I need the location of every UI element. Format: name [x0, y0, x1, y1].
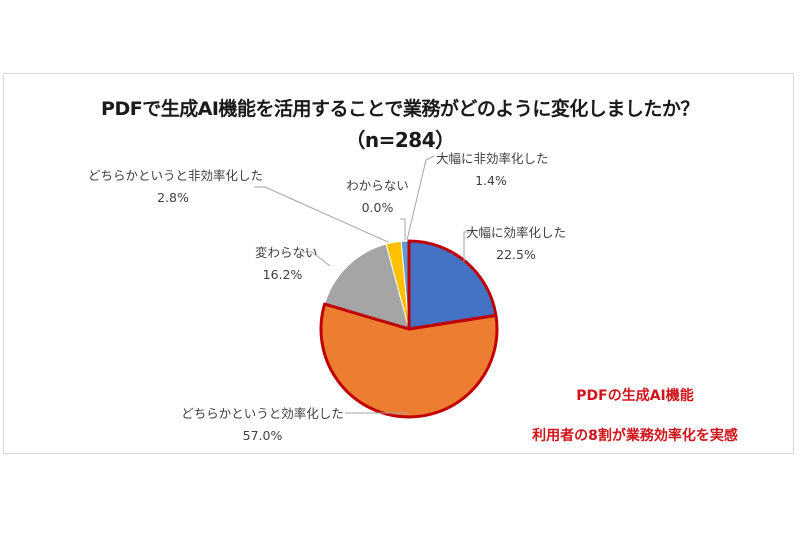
label-large-inefficient: 大幅に非効率化した 1.4%	[436, 151, 549, 188]
leader-line-no-change	[302, 251, 331, 267]
leader-line-large-inefficient	[406, 155, 435, 241]
chart-subtitle: （n=284）	[345, 128, 455, 152]
label-large-efficient: 大幅に効率化した 22.5%	[466, 225, 567, 262]
label-no-change: 変わらない 16.2%	[255, 245, 318, 282]
label-somewhat-inefficient: どちらかというと非効率化した 2.8%	[88, 168, 264, 205]
chart-title: PDFで生成AI機能を活用することで業務がどのように変化しましたか？	[101, 98, 699, 120]
leader-line-somewhat-inefficient	[254, 186, 389, 243]
leader-line-unknown	[400, 218, 406, 240]
pie-slice	[323, 243, 410, 330]
label-somewhat-efficient: どちらかというと効率化した 57.0%	[181, 406, 344, 443]
highlight-outline	[407, 239, 498, 331]
label-unknown: わからない 0.0%	[346, 178, 409, 215]
highlight-outline	[319, 302, 499, 419]
callout-line-2: 利用者の8割が業務効率化を実感	[532, 428, 738, 444]
leader-line-large-efficient	[463, 231, 470, 262]
callout-line-1: PDFの生成AI機能	[576, 388, 694, 404]
